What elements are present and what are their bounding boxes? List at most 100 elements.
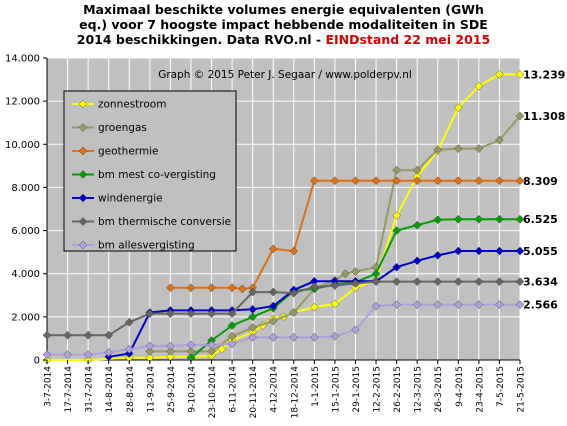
legend-swatch-marker	[78, 170, 88, 179]
x-tick-label: 6-11-2014	[229, 366, 239, 413]
data-point	[83, 350, 93, 359]
legend-swatch-marker	[78, 217, 88, 226]
data-point	[474, 81, 484, 91]
data-point	[310, 176, 319, 186]
x-tick-label: 26-3-2015	[434, 366, 444, 413]
data-point	[474, 277, 484, 286]
data-point	[104, 348, 113, 357]
y-tick-label: 8.000	[11, 183, 40, 194]
data-point	[166, 309, 175, 318]
data-point	[351, 176, 360, 186]
x-tick-label: 31-7-2014	[85, 366, 95, 413]
data-point	[238, 284, 247, 294]
y-tick-label: 4.000	[11, 269, 40, 280]
y-tick-label: 14.000	[5, 54, 40, 65]
data-point	[371, 301, 381, 311]
data-point	[207, 340, 216, 350]
data-point	[330, 176, 340, 186]
end-value-labels: 13.239 11.308 8.309 6.525 5.055 3.634 2.566	[523, 68, 565, 311]
data-point	[166, 283, 175, 293]
data-point	[227, 283, 237, 293]
data-point	[268, 316, 278, 326]
data-point	[63, 350, 72, 359]
data-point	[310, 282, 319, 291]
y-tick-label: 10.000	[5, 140, 40, 151]
data-point	[186, 309, 196, 318]
series-windenergie	[104, 246, 525, 362]
data-point	[63, 330, 72, 340]
data-point	[495, 214, 504, 224]
legend-swatch-marker	[78, 240, 88, 250]
data-point	[454, 246, 463, 256]
legend-label: bm mest co-vergisting	[98, 169, 216, 181]
data-point	[351, 267, 360, 276]
chart-annotation: Graph © 2015 Peter J. Segaar / www.polde…	[158, 69, 412, 81]
data-point	[412, 277, 422, 286]
data-point	[289, 246, 299, 256]
legend-item: bm thermische conversie	[72, 216, 231, 228]
data-point	[248, 312, 257, 322]
x-tick-label: 18-12-2014	[290, 366, 300, 419]
x-tick-label: 21-5-2015	[517, 366, 527, 413]
x-tick-label: 28-8-2014	[126, 366, 136, 413]
data-point	[515, 111, 525, 121]
x-tick-label: 11-9-2014	[146, 366, 156, 413]
series-bm-thermische-conversie	[42, 277, 525, 340]
x-tick-label: 1-1-2015	[311, 366, 321, 407]
chart-title-accent: EINDstand 22 mei 2015	[325, 32, 491, 47]
data-point	[186, 283, 196, 293]
data-point	[340, 269, 350, 278]
data-point	[495, 176, 504, 186]
data-point	[454, 300, 463, 309]
data-point	[392, 226, 401, 235]
end-value-label: 13.239	[523, 68, 565, 81]
data-point	[474, 144, 484, 153]
legend-item: zonnestroom	[72, 99, 166, 111]
data-point	[145, 309, 155, 318]
legend-swatch-marker	[78, 123, 88, 132]
x-tick-label: 7-5-2015	[496, 366, 506, 407]
data-point	[392, 211, 401, 220]
end-value-label: 3.634	[523, 276, 558, 289]
data-point	[268, 301, 278, 311]
end-value-label: 8.309	[523, 175, 558, 188]
data-point	[330, 299, 340, 309]
data-point	[495, 300, 504, 309]
x-tick-label: 4-12-2014	[270, 366, 280, 413]
data-point	[289, 333, 299, 342]
legend-box	[63, 90, 237, 252]
end-value-label: 5.055	[523, 245, 558, 258]
data-point	[474, 300, 484, 309]
data-point	[495, 135, 504, 145]
data-point	[351, 325, 360, 335]
data-point	[268, 287, 278, 297]
data-point	[433, 277, 443, 286]
data-point	[217, 344, 227, 354]
data-point	[289, 308, 299, 317]
data-point	[392, 176, 401, 186]
data-point	[310, 333, 319, 342]
data-point	[412, 165, 422, 175]
data-point	[433, 145, 443, 154]
data-point	[454, 176, 463, 186]
legend-label: bm allesvergisting	[98, 240, 195, 252]
data-point	[166, 341, 175, 351]
legend: zonnestroom groengas geothermie bm mest co-…	[63, 90, 237, 252]
legend-label: geothermie	[98, 146, 159, 158]
x-tick-label: 9-10-2014	[187, 366, 197, 413]
end-value-label: 6.525	[523, 213, 558, 226]
data-point	[392, 277, 401, 286]
x-tick-label: 26-2-2015	[393, 366, 403, 413]
data-point	[433, 176, 443, 186]
data-point	[248, 287, 257, 297]
data-point	[248, 305, 257, 314]
end-value-label: 11.308	[523, 110, 565, 123]
data-point	[42, 350, 52, 359]
data-point	[227, 339, 237, 349]
x-tick-label: 20-11-2014	[249, 366, 259, 419]
series-geothermie	[166, 176, 525, 294]
data-point	[433, 215, 443, 225]
data-point	[268, 244, 278, 254]
